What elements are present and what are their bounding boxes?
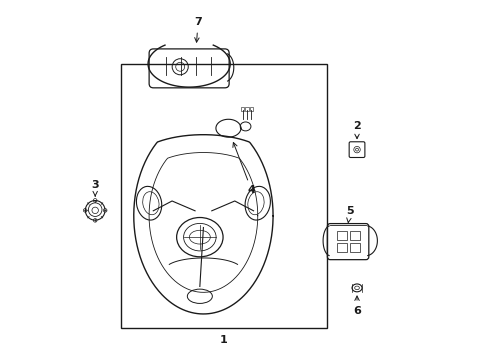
Bar bbox=[249, 108, 253, 111]
Bar bbox=[241, 108, 244, 111]
Text: 3: 3 bbox=[91, 180, 99, 196]
Text: 5: 5 bbox=[346, 206, 353, 222]
Bar bbox=[336, 243, 346, 252]
Bar bbox=[349, 231, 360, 240]
Bar bbox=[121, 64, 326, 328]
Text: 7: 7 bbox=[194, 18, 202, 42]
Bar bbox=[349, 243, 360, 252]
Text: 2: 2 bbox=[352, 121, 360, 139]
Bar bbox=[336, 231, 346, 240]
Text: 6: 6 bbox=[352, 296, 360, 316]
Text: 1: 1 bbox=[219, 335, 226, 345]
Text: 4: 4 bbox=[232, 143, 255, 195]
Bar bbox=[244, 108, 248, 111]
